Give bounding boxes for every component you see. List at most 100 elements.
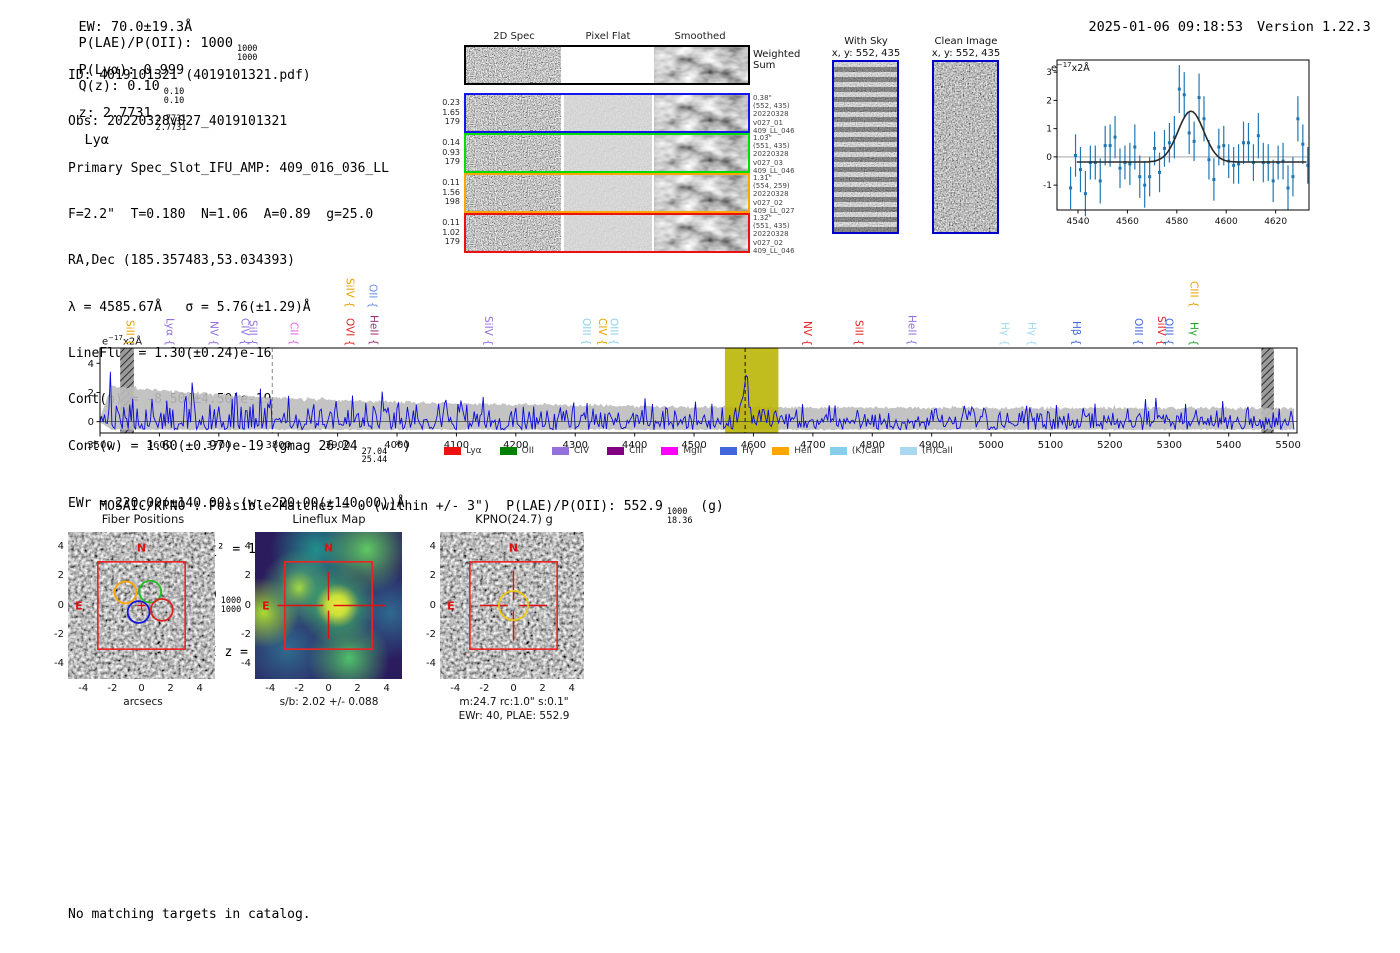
cutout-ytick: 4 <box>429 541 436 553</box>
cutout-xtick: -4 <box>78 683 89 694</box>
svg-text:-1: -1 <box>1043 181 1052 191</box>
svg-text:0: 0 <box>1046 153 1052 163</box>
w: 0.93 <box>442 147 460 157</box>
fiber-positions-overlay: NE <box>75 541 186 650</box>
extraction-square <box>469 561 558 650</box>
north-label: N <box>324 541 333 554</box>
col-header-2dspec: 2D Spec <box>493 31 535 42</box>
fiber1-2dspec-image <box>466 95 561 131</box>
plae-line-high: 1000 <box>220 596 242 607</box>
cutout-xtick: -2 <box>107 683 118 694</box>
cutout-ytick: 4 <box>244 541 251 553</box>
legend-item-Lyα: Lyα <box>444 446 482 456</box>
svg-text:3900: 3900 <box>325 440 350 451</box>
r: 409_LL_027 <box>753 206 795 215</box>
fiber3-weights: 0.11 1.56 198 <box>432 178 460 207</box>
plya-value: P(Lyα): 0.999 <box>78 62 185 78</box>
legend-label: (H)CaII <box>921 446 953 456</box>
legend-item-(K)CaII: (K)CaII <box>829 446 882 456</box>
svg-text:4620: 4620 <box>1264 217 1287 227</box>
u: −17 <box>108 334 123 342</box>
spectrum-units-label: e−17x2Å <box>102 334 142 347</box>
cutout-ytick: 2 <box>244 570 251 582</box>
cutout-ytick: -4 <box>426 657 436 669</box>
fiber2-weights: 0.14 0.93 179 <box>432 138 460 167</box>
svg-text:5300: 5300 <box>1157 440 1182 451</box>
spectrum-legend: Lyα OII CIV CIII MgII Hγ HeII (K)CaII (H)CaII <box>100 446 1297 456</box>
svg-text:1: 1 <box>1046 125 1052 135</box>
catalog-match-summary: MOSAIC/KPNO : Possible Matches = 0 (with… <box>68 484 724 540</box>
legend-swatch <box>772 447 790 455</box>
ewr-value: EWr = 220.00(±140.00) (w: 220.00(±140.00… <box>68 495 405 511</box>
r: (552, 435) <box>753 102 790 111</box>
match-summary-text: MOSAIC/KPNO : Possible Matches = 0 (with… <box>99 499 663 514</box>
r: 20220328 <box>753 230 789 239</box>
fiber1-smoothed-image <box>654 95 748 131</box>
lineflux: LineFlux = 1.30(±0.24)e-16 <box>68 346 272 362</box>
svg-text:4400: 4400 <box>622 440 647 451</box>
weighted-2dspec-image <box>466 47 561 83</box>
kpno-image <box>440 532 587 679</box>
w: 1.56 <box>442 187 460 197</box>
legend-swatch <box>607 447 625 455</box>
svg-text:4580: 4580 <box>1165 217 1188 227</box>
fiber3-id: 1.31" (554, 259) 20220328 v027_02 409_LL_027 <box>753 174 795 215</box>
cutout-xtick: -4 <box>450 683 461 694</box>
fiber2-pixelflat-image <box>564 135 652 171</box>
line-fit-plot: 4540 4560 4580 4600 4620 -1 0 1 2 3 <box>1043 59 1310 227</box>
wavelength-sigma: λ = 4585.67Å σ = 5.76(±1.29)Å <box>68 299 311 315</box>
qz-low: 0.10 <box>163 95 185 106</box>
weighted-sum-strip <box>464 45 750 85</box>
w: 0.11 <box>442 218 460 227</box>
fiber4-2dspec-image <box>466 215 561 251</box>
w: 1.65 <box>442 107 460 117</box>
clean-image-coords: x, y: 552, 435 <box>931 47 1001 59</box>
cutout-xtick: 2 <box>539 683 546 694</box>
svg-text:4700: 4700 <box>800 440 825 451</box>
svg-text:5500: 5500 <box>1275 440 1300 451</box>
cutout-ytick: -2 <box>241 628 251 640</box>
r: 409_LL_046 <box>753 166 795 175</box>
r: 1.31" <box>753 174 772 182</box>
header-meta: 2025-01-06 09:18:53 Version 1.22.3 <box>1056 3 1371 51</box>
lineflux-map-overlay: NE <box>262 541 386 650</box>
match-plae-high: 1000 <box>666 507 688 517</box>
match-summary-suffix: (g) <box>692 499 724 514</box>
r: 0.38" <box>753 94 772 102</box>
lineflux-xlabel: s/b: 2.02 +/- 0.088 <box>279 696 379 708</box>
fiber3-smoothed-image <box>654 175 748 211</box>
qz-value: Q(z): 0.10 <box>78 78 160 94</box>
classification-label: Lyα <box>84 132 109 148</box>
r: v027_01 <box>753 118 783 127</box>
observation-id: Obs: 20220328v027_4019101321 <box>68 114 288 130</box>
legend-item-HeII: HeII <box>772 446 812 456</box>
cutout-xtick: -2 <box>294 683 305 694</box>
svg-text:4900: 4900 <box>919 440 944 451</box>
gmag-fraction: 27.04 25.44 <box>362 448 388 465</box>
r: 20220328 <box>753 150 789 159</box>
fiber2-id: 1.03" (551, 435) 20220328 v027_03 409_LL_046 <box>753 134 795 175</box>
cutout-ytick: 2 <box>429 570 436 582</box>
footer-notes: No matching targets in catalog. Row inte… <box>68 876 311 953</box>
cutout-xtick: 4 <box>196 683 203 694</box>
svg-text:4600: 4600 <box>1215 217 1238 227</box>
cont-w-text: Cont(w) = 1.60(±0.97)e-19 (gmag 26.24 <box>68 438 358 454</box>
w: 179 <box>444 117 460 126</box>
svg-text:4560: 4560 <box>1116 217 1139 227</box>
z-low: 2.7731 <box>155 122 187 133</box>
cutout-xtick: 0 <box>510 683 517 694</box>
cont-w: Cont(w) = 1.60(±0.97)e-19 (gmag 26.24 27.… <box>68 439 411 465</box>
r: (551, 435) <box>753 222 790 231</box>
cutout-xtick: 4 <box>383 683 390 694</box>
w: 0.14 <box>442 138 460 147</box>
fiber1-pixelflat-image <box>564 95 652 131</box>
legend-label: HeII <box>794 446 812 456</box>
detection-id: ID: 4019101321 (4019101321.pdf) <box>68 67 311 83</box>
plae-fraction: 1000 1000 <box>237 45 257 62</box>
z-high: 2.7731 <box>155 114 187 124</box>
cutout-ytick: 4 <box>57 541 64 553</box>
r: 20220328 <box>753 190 789 199</box>
lineflux-map-title: Lineflux Map <box>292 512 366 526</box>
svg-text:5000: 5000 <box>978 440 1003 451</box>
fiber-circle <box>113 580 138 605</box>
